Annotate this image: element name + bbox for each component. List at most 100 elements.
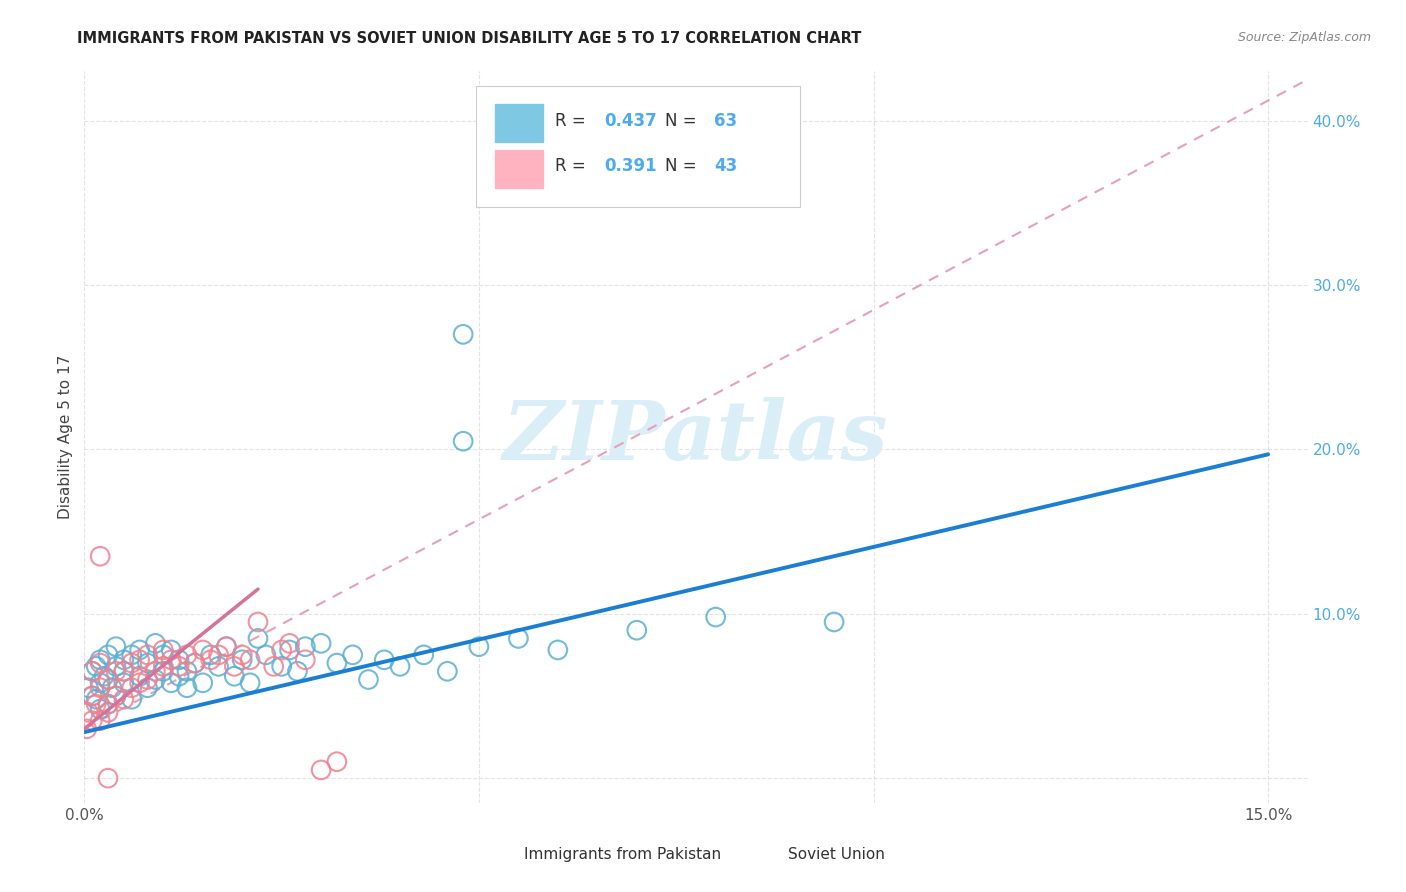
Text: R =: R = <box>555 112 586 130</box>
Point <box>97 648 120 662</box>
Point <box>357 673 380 687</box>
Text: 0.437: 0.437 <box>605 112 657 130</box>
Point <box>239 675 262 690</box>
Point <box>373 653 395 667</box>
Point <box>89 702 111 716</box>
Point <box>207 659 229 673</box>
Point <box>112 675 135 690</box>
Point <box>167 669 190 683</box>
Point <box>97 673 120 687</box>
Point <box>97 697 120 711</box>
Point <box>136 673 159 687</box>
Point <box>626 624 648 638</box>
Point <box>128 669 150 683</box>
Point <box>136 656 159 670</box>
Point <box>104 665 127 679</box>
Point <box>121 656 143 670</box>
Point <box>84 659 107 673</box>
Point <box>89 656 111 670</box>
Y-axis label: Disability Age 5 to 17: Disability Age 5 to 17 <box>58 355 73 519</box>
Point <box>547 643 569 657</box>
Point <box>270 659 292 673</box>
Point <box>76 722 98 736</box>
Point <box>121 648 143 662</box>
Text: 43: 43 <box>714 158 738 176</box>
Point <box>128 675 150 690</box>
Point <box>152 648 174 662</box>
Point <box>112 653 135 667</box>
Text: R =: R = <box>555 158 586 176</box>
Point <box>82 714 104 728</box>
Point <box>152 665 174 679</box>
Point <box>224 669 246 683</box>
FancyBboxPatch shape <box>471 836 515 866</box>
Point <box>82 689 104 703</box>
Point <box>101 681 124 695</box>
Point <box>246 632 269 646</box>
Point <box>215 640 238 654</box>
Point <box>389 659 412 673</box>
Text: 63: 63 <box>714 112 737 130</box>
Point <box>184 656 207 670</box>
Point <box>97 771 120 785</box>
Text: Source: ZipAtlas.com: Source: ZipAtlas.com <box>1237 31 1371 45</box>
Point <box>176 665 198 679</box>
Point <box>160 653 183 667</box>
Point <box>294 653 316 667</box>
Point <box>136 648 159 662</box>
Point <box>412 648 434 662</box>
Point <box>184 656 207 670</box>
Point <box>200 648 222 662</box>
Point <box>97 706 120 720</box>
Point <box>436 665 458 679</box>
Point <box>200 653 222 667</box>
Point <box>89 714 111 728</box>
Text: Immigrants from Pakistan: Immigrants from Pakistan <box>524 847 721 862</box>
Point <box>112 692 135 706</box>
Point <box>89 675 111 690</box>
Point <box>112 665 135 679</box>
Point <box>104 659 127 673</box>
Point <box>136 681 159 695</box>
Point <box>112 665 135 679</box>
Point <box>145 665 167 679</box>
Point <box>167 659 190 673</box>
Point <box>451 327 474 342</box>
Point <box>121 692 143 706</box>
Point <box>176 648 198 662</box>
Text: IMMIGRANTS FROM PAKISTAN VS SOVIET UNION DISABILITY AGE 5 TO 17 CORRELATION CHAR: IMMIGRANTS FROM PAKISTAN VS SOVIET UNION… <box>77 31 862 46</box>
Point <box>160 643 183 657</box>
Point <box>82 665 104 679</box>
Point <box>224 659 246 673</box>
Point <box>89 653 111 667</box>
Point <box>191 643 214 657</box>
FancyBboxPatch shape <box>495 104 543 143</box>
Point <box>207 648 229 662</box>
Point <box>89 681 111 695</box>
FancyBboxPatch shape <box>742 836 786 866</box>
Point <box>145 636 167 650</box>
Point <box>82 689 104 703</box>
Point <box>231 653 253 667</box>
Text: 0.391: 0.391 <box>605 158 657 176</box>
Point <box>508 632 530 646</box>
Point <box>93 669 115 683</box>
Point <box>84 692 107 706</box>
Point <box>239 653 262 667</box>
Point <box>145 673 167 687</box>
Point <box>104 640 127 654</box>
Point <box>128 653 150 667</box>
Point <box>104 689 127 703</box>
Point <box>215 640 238 654</box>
Point <box>121 681 143 695</box>
Point <box>104 689 127 703</box>
Point <box>294 640 316 654</box>
Point <box>287 665 309 679</box>
Text: N =: N = <box>665 112 697 130</box>
Point <box>246 615 269 629</box>
Point <box>97 697 120 711</box>
Text: Soviet Union: Soviet Union <box>789 847 886 862</box>
Point <box>451 434 474 449</box>
Point <box>231 648 253 662</box>
Point <box>97 673 120 687</box>
